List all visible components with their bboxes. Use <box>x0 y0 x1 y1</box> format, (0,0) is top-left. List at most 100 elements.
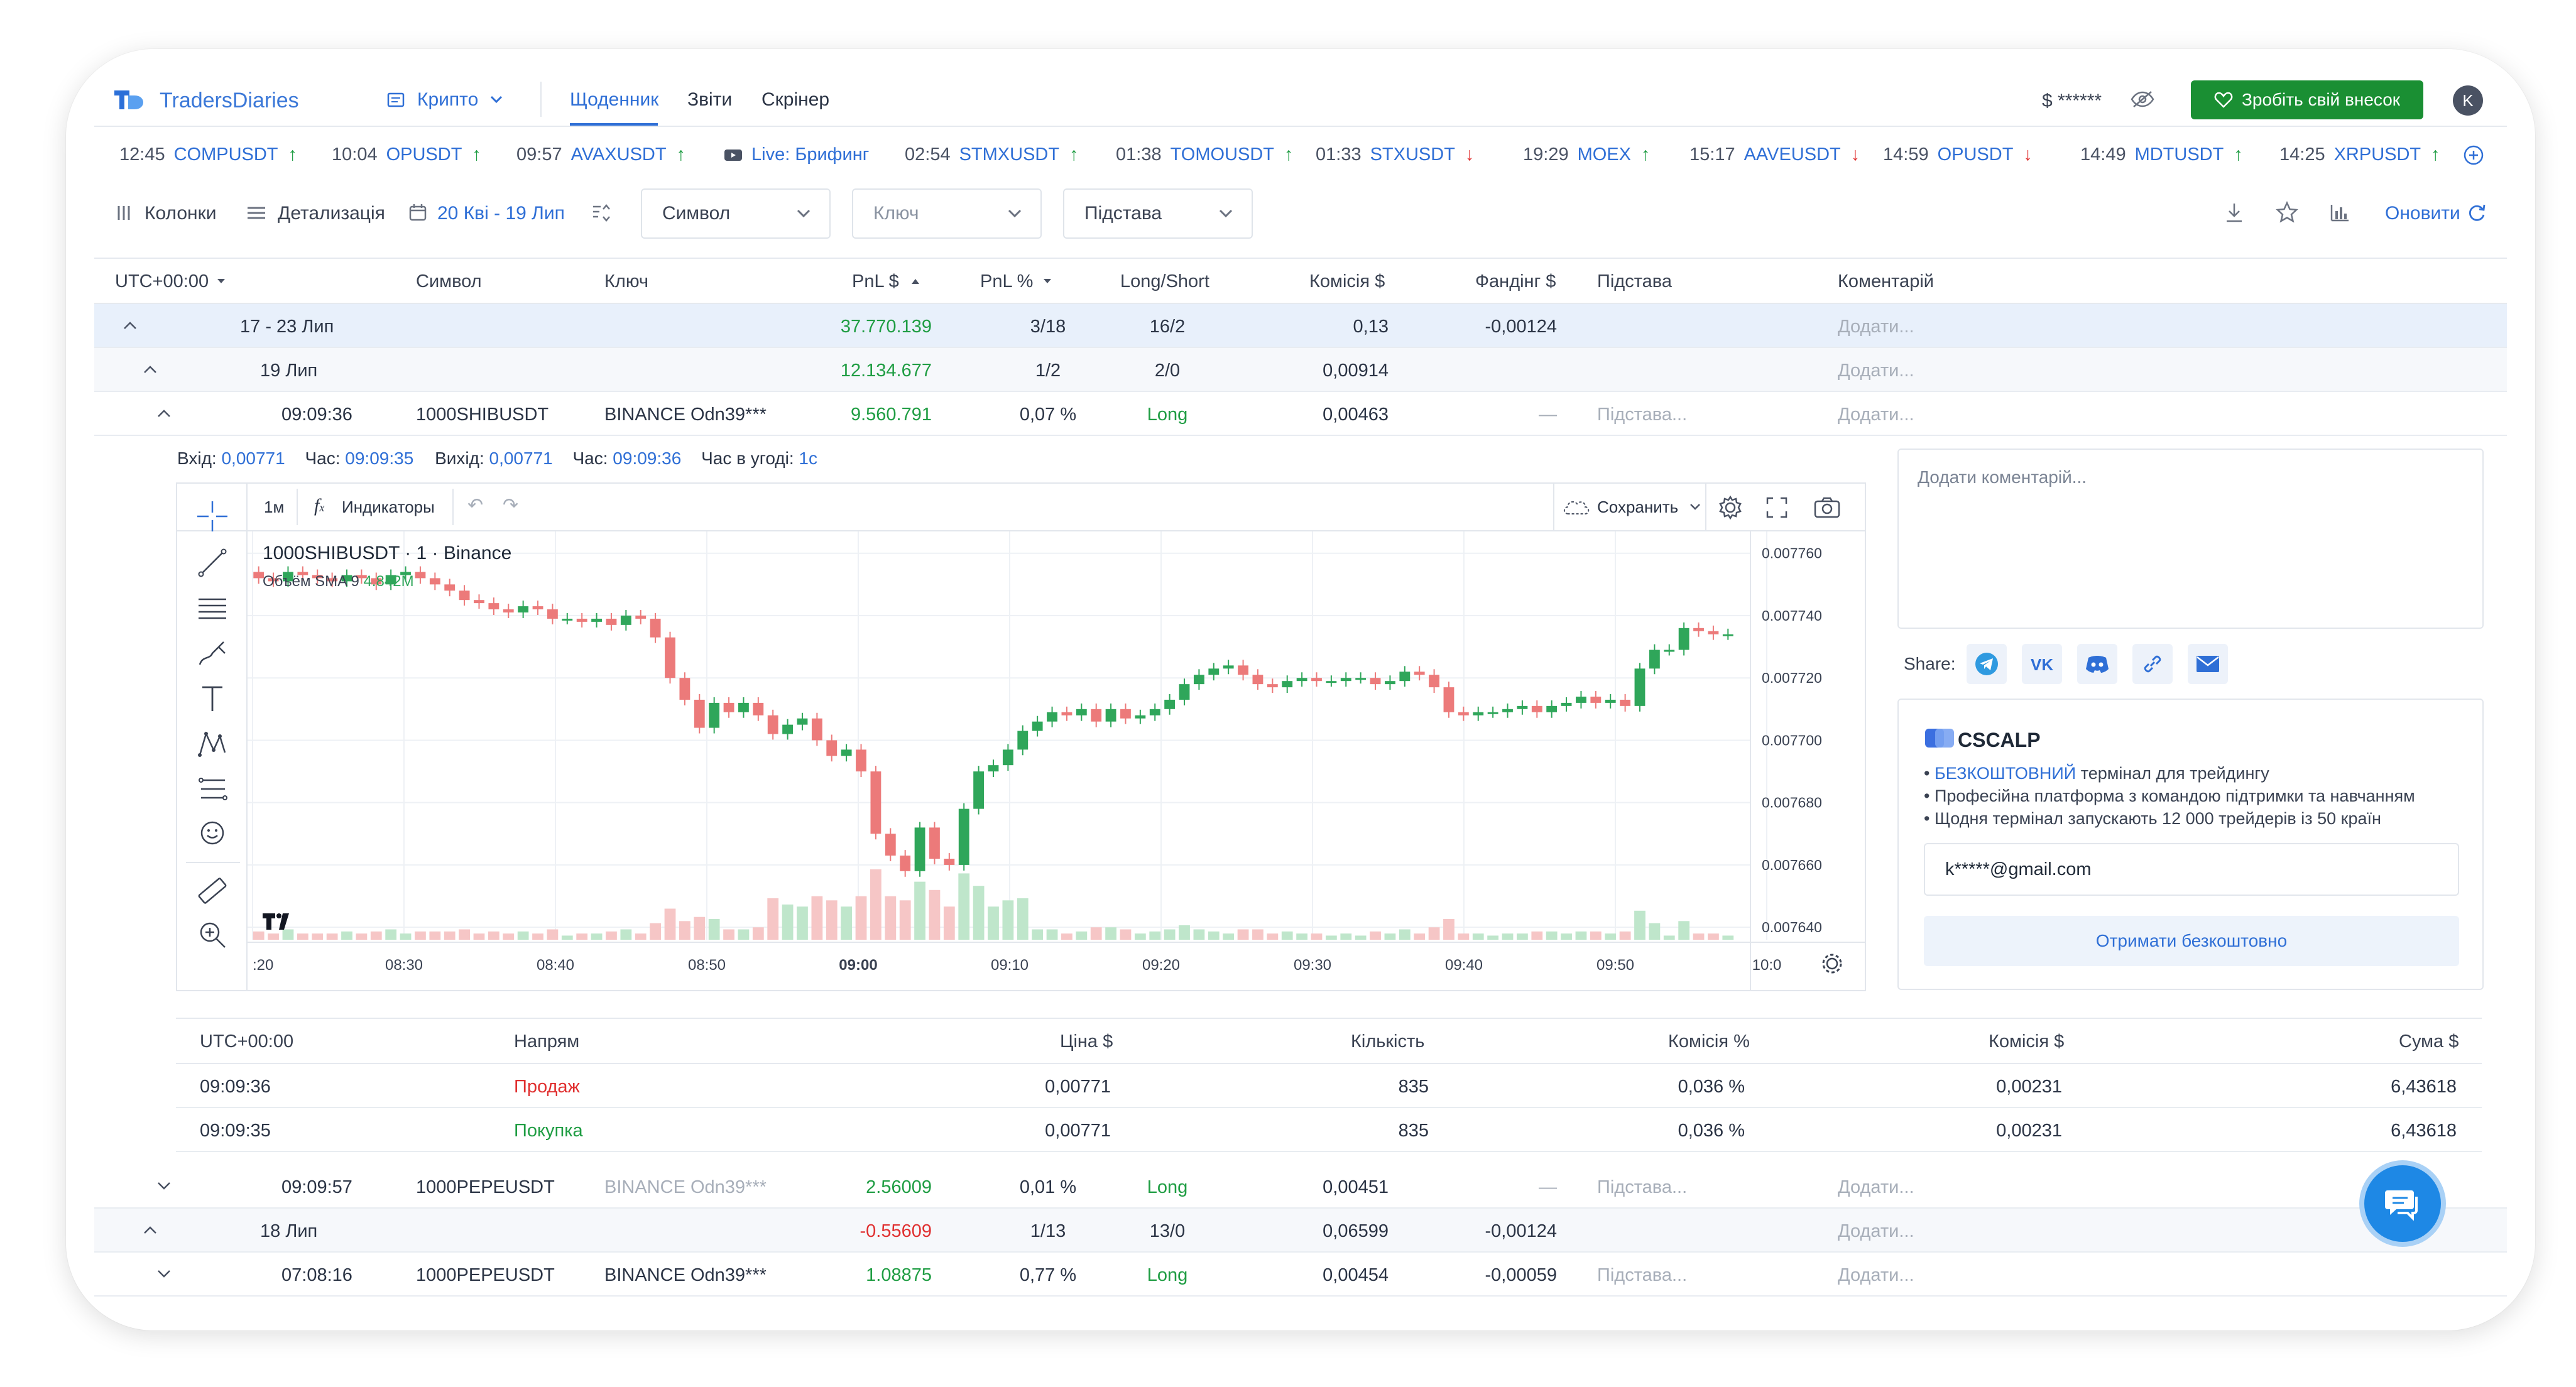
row-reason[interactable]: Підстава... <box>1597 1177 1688 1197</box>
copy-link-button[interactable] <box>2132 644 2173 684</box>
tab-reports[interactable]: Звіти <box>687 89 733 110</box>
col-header-pnl-pct[interactable]: PnL % <box>980 271 1034 291</box>
chevron-down-icon[interactable] <box>1689 503 1701 514</box>
symbol-dropdown[interactable]: Символ <box>641 188 831 239</box>
columns-button[interactable]: Колонки <box>145 203 217 224</box>
pattern-icon[interactable] <box>196 727 229 763</box>
crosshair-icon[interactable] <box>196 500 229 536</box>
row-comment[interactable]: Додати... <box>1838 1177 1914 1197</box>
price-chart[interactable]: 1м fx Индикаторы ↶ ↷ Сохранить 0.007760 0… <box>176 482 1866 991</box>
brand-logo[interactable] <box>113 88 145 112</box>
ticker-item[interactable]: 14:49 MDTUSDT ↑ <box>2080 146 2243 164</box>
col-header-comment[interactable]: Коментарій <box>1838 271 1934 291</box>
ticker-item[interactable]: 14:59 OPUSDT ↓ <box>1883 146 2033 164</box>
chart-bars-icon[interactable] <box>2330 202 2350 226</box>
star-icon[interactable] <box>2276 200 2298 227</box>
chart-plot-area[interactable]: 0.007760 0.007740 0.007720 0.007700 0.007680… <box>248 531 1865 990</box>
chevron-up-icon[interactable] <box>143 1225 157 1238</box>
table-row[interactable]: 18 Лип -0.55609 1/13 13/0 0,06599 -0,00124 Дод… <box>94 1209 2507 1253</box>
trend-line-icon[interactable] <box>196 547 229 582</box>
get-free-button[interactable]: Отримати безкоштовно <box>1924 916 2459 966</box>
undo-icon[interactable]: ↶ <box>467 495 484 516</box>
tab-screener[interactable]: Скрінер <box>761 89 830 110</box>
email-share-button[interactable] <box>2188 644 2228 684</box>
row-comment[interactable]: Додати... <box>1838 317 1914 337</box>
tab-diary[interactable]: Щоденник <box>570 89 659 110</box>
email-input[interactable]: k*****@gmail.com <box>1924 843 2459 896</box>
table-row[interactable]: 17 - 23 Лип 37.770.139 3/18 16/2 0,13 -0,0012… <box>94 304 2507 348</box>
table-row[interactable]: 19 Лип 12.134.677 1/2 2/0 0,00914 Додати... <box>94 348 2507 392</box>
ticker-item[interactable]: 15:17 AAVEUSDT ↓ <box>1689 146 1860 164</box>
zoom-in-icon[interactable] <box>196 918 229 954</box>
row-reason[interactable]: Підстава... <box>1597 1265 1688 1285</box>
chevron-up-icon[interactable] <box>143 364 157 378</box>
donate-button[interactable]: Зробіть свій внесок <box>2191 80 2423 119</box>
market-selector[interactable]: Крипто <box>417 89 479 110</box>
horizontal-lines-icon[interactable] <box>196 592 229 628</box>
chevron-down-icon[interactable] <box>157 1269 171 1282</box>
details-button[interactable]: Детализація <box>278 203 385 224</box>
chat-button[interactable] <box>2364 1165 2441 1242</box>
eye-off-icon[interactable] <box>2130 90 2155 112</box>
col-header-key[interactable]: Ключ <box>604 271 649 291</box>
chevron-down-icon[interactable] <box>489 93 504 109</box>
chevron-up-icon[interactable] <box>157 408 171 422</box>
ticker-item[interactable]: 09:57 AVAXUSDT ↑ <box>516 146 685 164</box>
col-header-tz[interactable]: UTC+00:00 <box>115 271 209 291</box>
row-comment[interactable]: Додати... <box>1838 1221 1914 1241</box>
reason-dropdown[interactable]: Підстава <box>1063 188 1253 239</box>
caret-down-icon[interactable] <box>217 276 226 288</box>
table-row[interactable]: 09:09:36 1000SHIBUSDT BINANCE Odn39*** 9.56… <box>94 392 2507 436</box>
row-comment[interactable]: Додати... <box>1838 361 1914 381</box>
ticker-item[interactable]: 14:25 XRPUSDT ↑ <box>2279 146 2440 164</box>
caret-down-icon[interactable] <box>1043 276 1052 288</box>
brand-name[interactable]: TradersDiaries <box>160 89 299 112</box>
ticker-item[interactable]: 10:04 OPUSDT ↑ <box>332 146 481 164</box>
date-range-picker[interactable]: 20 Кві - 19 Лип <box>437 203 565 224</box>
discord-share-button[interactable] <box>2077 644 2117 684</box>
fullscreen-icon[interactable] <box>1766 496 1788 522</box>
table-row[interactable]: 07:08:16 1000PEPEUSDT BINANCE Odn39*** 1.08… <box>94 1253 2507 1297</box>
row-reason[interactable]: Підстава... <box>1597 405 1688 425</box>
chevron-down-icon[interactable] <box>157 1181 171 1194</box>
chevron-up-icon[interactable] <box>123 320 137 334</box>
comment-textarea[interactable]: Додати коментарій... <box>1897 449 2484 629</box>
ticker-item[interactable]: 02:54 STMXUSDT ↑ <box>905 146 1079 164</box>
ticker-item[interactable]: 12:45 COMPUSDT ↑ <box>119 146 297 164</box>
row-comment[interactable]: Додати... <box>1838 1265 1914 1285</box>
avatar[interactable]: K <box>2453 85 2483 116</box>
indicators-button[interactable]: Индикаторы <box>342 498 435 516</box>
col-header-fee[interactable]: Комісія $ <box>1309 271 1385 291</box>
key-dropdown[interactable]: Ключ <box>852 188 1042 239</box>
add-ticker-icon[interactable] <box>2463 144 2484 169</box>
col-header-funding[interactable]: Фандінг $ <box>1475 271 1556 291</box>
camera-icon[interactable] <box>1813 496 1841 522</box>
vk-share-button[interactable]: VK <box>2022 644 2062 684</box>
col-header-symbol[interactable]: Символ <box>416 271 482 291</box>
ticker-item[interactable]: 19:29 MOEX ↑ <box>1523 146 1650 164</box>
table-row[interactable]: 09:09:57 1000PEPEUSDT BINANCE Odn39*** 2.56… <box>94 1165 2507 1209</box>
col-header-pnl-usd[interactable]: PnL $ <box>852 271 899 291</box>
emoji-icon[interactable] <box>196 817 229 852</box>
download-icon[interactable] <box>2224 202 2244 227</box>
brush-icon[interactable] <box>196 637 229 673</box>
telegram-share-button[interactable] <box>1967 644 2007 684</box>
ticker-item[interactable]: Live: Брифинг <box>724 146 869 164</box>
text-tool-icon[interactable] <box>196 682 229 718</box>
settings-icon[interactable] <box>1718 495 1743 523</box>
ruler-icon[interactable] <box>196 874 229 910</box>
sort-icon[interactable] <box>591 203 611 226</box>
redo-icon[interactable]: ↷ <box>503 495 519 516</box>
refresh-icon[interactable] <box>2467 202 2487 226</box>
interval-button[interactable]: 1м <box>264 498 285 516</box>
row-comment[interactable]: Додати... <box>1838 405 1914 425</box>
ticker-item[interactable]: 01:38 TOMOUSDT ↑ <box>1116 146 1293 164</box>
promo-link[interactable]: БЕЗКОШТОВНИЙ <box>1934 764 2077 783</box>
save-layout-button[interactable]: Сохранить <box>1597 498 1679 516</box>
col-header-long-short[interactable]: Long/Short <box>1120 271 1209 291</box>
forecast-icon[interactable] <box>196 773 229 808</box>
ticker-item[interactable]: 01:33 STXUSDT ↓ <box>1316 146 1474 164</box>
col-header-reason[interactable]: Підстава <box>1597 271 1673 291</box>
refresh-button[interactable]: Оновити <box>2385 203 2460 224</box>
sort-asc-icon[interactable] <box>911 276 920 288</box>
